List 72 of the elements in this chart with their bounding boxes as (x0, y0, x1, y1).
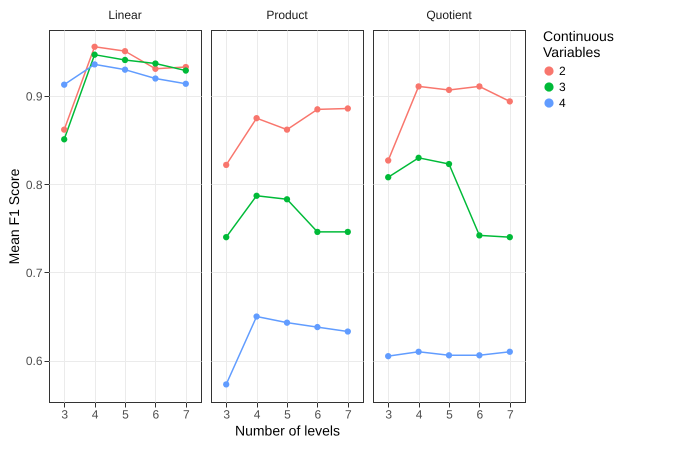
point (152, 60, 159, 67)
point (253, 114, 260, 122)
point (446, 160, 452, 168)
point (344, 105, 351, 112)
x-axis-title: Number of levels (234, 422, 340, 438)
point (223, 162, 230, 168)
point (122, 48, 128, 54)
x-tick-label: 3 (385, 408, 392, 422)
point (506, 98, 513, 105)
x-tick-label: 5 (122, 408, 130, 422)
x-tick-label: 6 (476, 408, 484, 422)
point (223, 234, 230, 240)
x-tick-label: 5 (446, 408, 454, 422)
point (91, 52, 98, 58)
x-tick-label: 3 (61, 408, 68, 422)
y-tick-label: 0.9 (26, 90, 43, 104)
point (415, 348, 422, 355)
legend-label: 4 (559, 96, 566, 110)
point (446, 352, 452, 358)
point (344, 328, 351, 335)
point (182, 67, 189, 74)
y-tick-label: 0.8 (26, 178, 43, 192)
x-tick-label: 6 (314, 408, 322, 422)
point (284, 196, 290, 202)
point (61, 82, 68, 88)
x-tick-label: 4 (254, 408, 261, 422)
point (385, 157, 392, 164)
point (385, 174, 392, 180)
point (91, 61, 98, 68)
point (476, 232, 483, 239)
legend-label: 3 (559, 80, 566, 94)
point (314, 324, 321, 330)
point (182, 80, 189, 87)
x-tick-label: 7 (506, 408, 514, 422)
point (253, 192, 260, 199)
point (446, 86, 452, 94)
point (152, 66, 159, 72)
point (91, 44, 98, 50)
chart-title: Linear (108, 8, 142, 22)
point (506, 234, 513, 240)
point (476, 352, 483, 358)
x-tick-label: 4 (92, 408, 99, 422)
x-tick-label: 6 (152, 408, 160, 422)
y-tick-label: 0.7 (26, 266, 43, 280)
point (314, 228, 321, 236)
y-tick-label: 0.6 (26, 354, 43, 368)
legend-label: 2 (559, 64, 566, 78)
x-tick-label: 3 (223, 408, 230, 422)
point (476, 83, 483, 90)
point (284, 320, 290, 326)
point (284, 126, 290, 133)
x-tick-label: 7 (344, 408, 352, 422)
point (122, 56, 128, 64)
point (385, 353, 392, 360)
point (253, 313, 260, 320)
point (152, 75, 159, 82)
point (122, 66, 128, 73)
x-tick-label: 4 (416, 408, 423, 422)
point (61, 126, 68, 133)
point (314, 106, 321, 112)
point (506, 348, 513, 355)
y-axis-title: Mean F1 Score (6, 168, 22, 264)
point (61, 136, 68, 142)
point (344, 228, 351, 236)
chart-title: Quotient (426, 8, 472, 22)
chart-title: Product (266, 8, 308, 22)
point (415, 154, 422, 161)
point (415, 83, 422, 90)
x-tick-label: 5 (284, 408, 292, 422)
point (223, 381, 230, 388)
x-tick-label: 7 (182, 408, 190, 422)
legend-title: Continuous Variables (543, 28, 614, 60)
